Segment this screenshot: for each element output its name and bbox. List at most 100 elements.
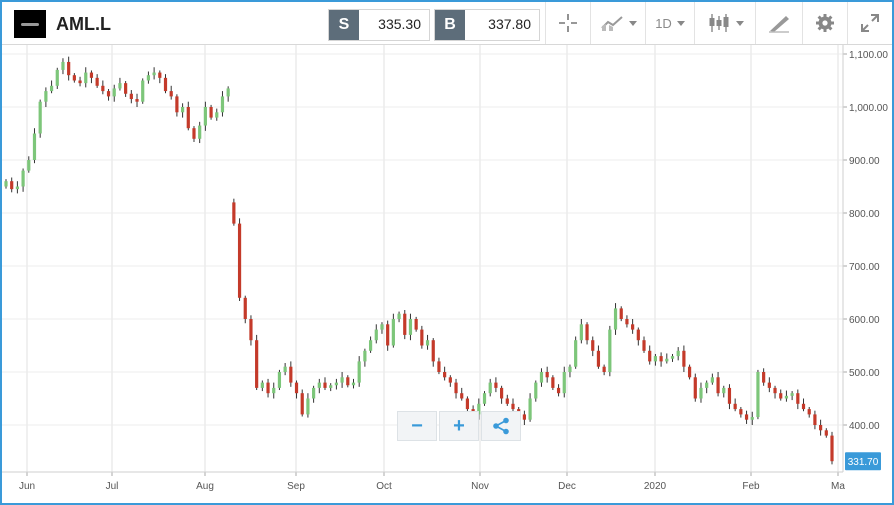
candle-down	[294, 382, 299, 394]
y-tick-label: 900.00	[849, 156, 880, 167]
candle-down	[175, 96, 179, 113]
x-tick-label: 2020	[644, 481, 667, 492]
candle-down	[813, 414, 817, 425]
x-tick-label: Aug	[196, 481, 214, 492]
candle-down	[163, 77, 168, 92]
candle-down	[494, 382, 498, 388]
candle-up	[710, 377, 714, 383]
candle-down	[78, 80, 82, 84]
candle-up	[363, 350, 367, 362]
candle-up	[277, 372, 282, 388]
crosshair-button[interactable]	[545, 2, 590, 44]
candle-up	[49, 85, 54, 92]
zoom-out-button[interactable]: −	[397, 411, 437, 441]
candle-up	[488, 382, 492, 394]
x-tick-label: Jul	[106, 481, 119, 492]
candle-up	[152, 72, 156, 76]
fullscreen-button[interactable]	[847, 2, 892, 44]
candle-up	[784, 395, 789, 399]
y-tick-label: 500.00	[849, 368, 880, 379]
candle-up	[534, 382, 538, 399]
candle-down	[72, 75, 76, 81]
zoom-in-button[interactable]: +	[439, 411, 479, 441]
x-tick-label: Jun	[19, 481, 35, 492]
instrument-symbol: AML.L	[56, 14, 111, 34]
last-price-tag	[845, 452, 881, 471]
candle-down	[767, 382, 771, 388]
candle-down	[249, 319, 253, 341]
candle-up	[528, 398, 532, 420]
chart-toolbar: AML.L S 335.30 B 337.80 1D	[2, 2, 892, 45]
candle-down	[619, 308, 623, 319]
candle-down	[591, 340, 595, 351]
candle-up	[283, 366, 287, 372]
candle-down	[596, 350, 601, 367]
x-tick-label: Nov	[471, 481, 489, 492]
x-tick-label: Dec	[558, 481, 576, 492]
candle-down	[255, 340, 259, 388]
indicators-icon	[600, 16, 623, 31]
candle-up	[21, 170, 25, 187]
candle-down	[716, 377, 720, 394]
candle-down	[522, 414, 526, 420]
candle-up	[368, 340, 373, 351]
sell-tag: S	[329, 10, 359, 40]
candle-down	[545, 372, 549, 378]
candle-up	[665, 358, 669, 362]
candle-down	[773, 387, 777, 394]
sell-button[interactable]: S 335.30	[328, 9, 430, 41]
candle-up	[334, 382, 338, 386]
candle-up	[425, 340, 430, 346]
candle-up	[317, 382, 321, 388]
candle-down	[739, 409, 743, 415]
y-tick-label: 700.00	[849, 262, 880, 273]
candle-up	[15, 186, 19, 190]
indicators-button[interactable]	[590, 2, 645, 44]
candle-up	[146, 75, 151, 81]
candle-down	[636, 329, 640, 341]
chart-type-dropdown[interactable]	[694, 2, 755, 44]
candle-down	[437, 361, 441, 372]
candle-up	[670, 356, 675, 359]
candle-down	[289, 366, 293, 383]
candle-up	[220, 96, 225, 113]
candle-down	[733, 403, 737, 410]
candle-up	[574, 340, 578, 367]
plus-icon: +	[453, 414, 465, 437]
candle-up	[141, 80, 145, 102]
zoom-controls: − +	[397, 411, 523, 441]
candle-up	[32, 133, 37, 160]
draw-tool-icon	[769, 16, 789, 33]
y-tick-label: 600.00	[849, 315, 880, 326]
last-price-label: 331.70	[848, 457, 879, 468]
candle-down	[801, 403, 806, 410]
candle-down	[551, 377, 555, 388]
candle-down	[169, 91, 173, 97]
timeframe-dropdown[interactable]: 1D	[645, 2, 694, 44]
candle-down	[323, 382, 327, 388]
candle-up	[477, 403, 481, 415]
candle-down	[129, 93, 133, 100]
candle-down	[454, 382, 458, 394]
candle-up	[329, 385, 333, 388]
candle-down	[556, 387, 561, 394]
candle-down	[346, 377, 350, 386]
draw-tool-button[interactable]	[755, 2, 802, 44]
candle-up	[272, 387, 276, 394]
crosshair-icon	[559, 14, 577, 32]
candle-down	[830, 435, 834, 462]
candle-up	[374, 329, 378, 341]
candle-down	[243, 297, 247, 319]
candle-down	[266, 382, 270, 394]
candle-up	[357, 361, 361, 383]
candle-down	[158, 72, 162, 78]
candle-up	[722, 387, 726, 394]
candle-down	[106, 91, 111, 97]
candle-up	[215, 112, 219, 118]
x-tick-label: Oct	[376, 481, 392, 492]
candle-down	[824, 430, 828, 436]
settings-button[interactable]	[802, 2, 847, 44]
buy-button[interactable]: B 337.80	[434, 9, 540, 41]
share-button[interactable]	[481, 411, 521, 441]
